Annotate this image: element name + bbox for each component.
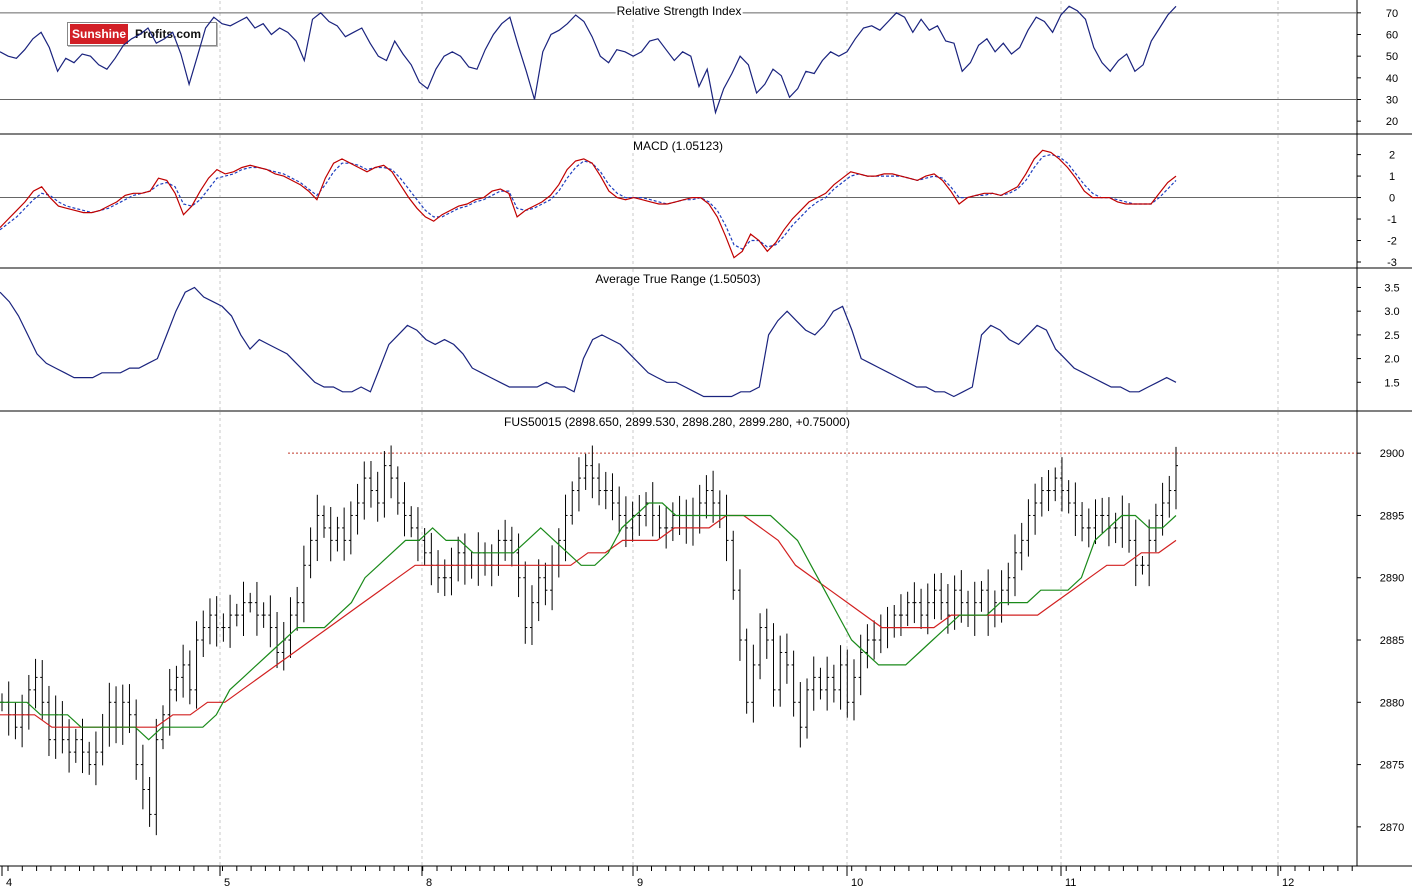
y-tick-label: 2880 [1380, 697, 1404, 709]
logo-part-sunshine: Sunshine [70, 24, 129, 44]
rsi-panel-title: Relative Strength Index [615, 4, 743, 18]
y-tick-label: 40 [1386, 73, 1398, 85]
macd-panel-title: MACD (1.05123) [631, 139, 725, 153]
x-tick-label: 9 [637, 877, 643, 889]
y-tick-label: -1 [1387, 214, 1397, 226]
y-tick-label: -3 [1387, 257, 1397, 269]
macd-line [0, 149, 1177, 259]
y-tick-label: -2 [1387, 236, 1397, 248]
price-panel-title: FUS50015 (2898.650, 2899.530, 2898.280, … [503, 415, 851, 429]
y-tick-label: 2875 [1380, 760, 1404, 772]
price-sma-short [0, 502, 1177, 741]
y-tick-label: 2895 [1380, 510, 1404, 522]
y-tick-label: 0 [1389, 193, 1395, 205]
y-tick-label: 50 [1386, 51, 1398, 63]
logo-part-profits: Profits.com [135, 27, 202, 41]
y-tick-label: 60 [1386, 30, 1398, 42]
price-bars [0, 445, 1178, 836]
y-tick-label: 2.0 [1384, 354, 1399, 366]
y-tick-label: 1 [1389, 171, 1395, 183]
x-tick-label: 11 [1065, 877, 1076, 889]
y-tick-label: 3.5 [1384, 282, 1399, 294]
y-tick-label: 70 [1386, 8, 1398, 20]
sunshine-profits-logo[interactable]: Sunshine Profits.com [67, 22, 217, 46]
atr-panel-title: Average True Range (1.50503) [594, 272, 762, 286]
y-tick-label: 30 [1386, 95, 1398, 107]
x-tick-label: 5 [224, 877, 230, 889]
x-tick-label: 4 [6, 877, 12, 889]
y-tick-label: 2 [1389, 150, 1395, 162]
x-tick-label: 8 [426, 877, 432, 889]
y-tick-label: 1.5 [1384, 377, 1399, 389]
y-tick-label: 2870 [1380, 822, 1404, 834]
rsi-series-line [0, 5, 1177, 115]
x-tick-label: 10 [851, 877, 863, 889]
y-tick-label: 2.5 [1384, 330, 1399, 342]
atr-series-line [0, 286, 1177, 398]
y-tick-label: 2890 [1380, 573, 1404, 585]
y-tick-label: 20 [1386, 116, 1398, 128]
macd-signal-line [0, 153, 1177, 250]
x-tick-label: 12 [1282, 877, 1294, 889]
y-tick-label: 2900 [1380, 448, 1404, 460]
y-tick-label: 3.0 [1384, 306, 1399, 318]
y-tick-label: 2885 [1380, 635, 1404, 647]
